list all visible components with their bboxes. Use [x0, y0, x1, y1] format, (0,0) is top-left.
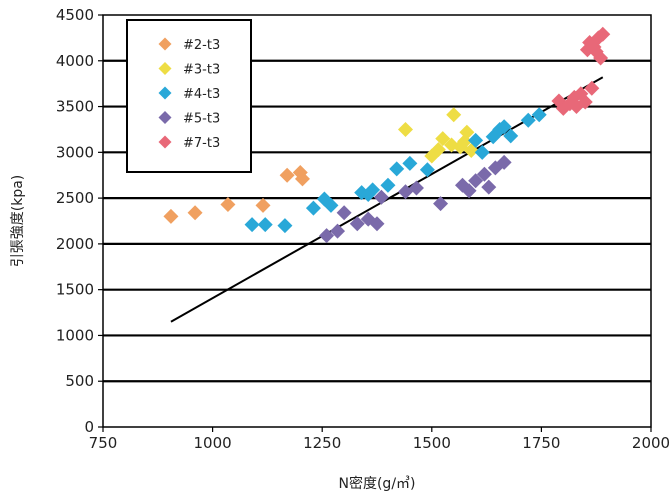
data-point: [373, 189, 389, 205]
y-tick-label: 4500: [56, 6, 94, 24]
data-point: [468, 173, 484, 189]
data-point: [257, 217, 273, 233]
data-point: [496, 154, 512, 170]
y-axis-label: 引張強度(kpa): [10, 175, 26, 268]
data-point: [496, 119, 512, 135]
data-point: [220, 197, 236, 213]
data-point: [163, 208, 179, 224]
series-#7-t3: [551, 26, 611, 116]
data-point: [433, 196, 449, 212]
data-point: [305, 200, 321, 216]
data-point: [369, 216, 385, 232]
x-tick-label: 1000: [194, 434, 232, 452]
data-point: [255, 197, 271, 213]
legend-label: #3-t3: [183, 63, 220, 78]
legend-marker: [158, 86, 172, 100]
data-point: [593, 50, 609, 66]
legend-marker: [158, 62, 172, 75]
y-tick-label: 0: [84, 418, 94, 436]
data-point: [279, 167, 295, 183]
x-tick-label: 2000: [632, 434, 670, 452]
legend-label: #5-t3: [183, 112, 220, 127]
data-point: [330, 223, 346, 239]
y-tick-label: 3500: [56, 98, 94, 116]
legend-marker: [158, 135, 172, 149]
data-points: [163, 26, 611, 244]
data-point: [577, 94, 593, 110]
data-point: [244, 217, 260, 233]
data-point: [402, 155, 418, 171]
x-axis-ticks: 750 1000 1250 1500 1750 2000: [89, 427, 670, 452]
data-point: [520, 112, 536, 128]
x-tick-label: 1250: [303, 434, 341, 452]
y-tick-label: 4000: [56, 52, 94, 70]
y-tick-label: 1000: [56, 326, 94, 344]
data-point: [397, 121, 413, 137]
legend-label: #4-t3: [183, 87, 220, 102]
data-point: [419, 162, 435, 178]
y-tick-label: 3000: [56, 143, 94, 161]
legend-box: [126, 19, 252, 173]
data-point: [187, 205, 203, 221]
y-axis-ticks: 0 500 1000 1500 2000 2500 3000 3500 4000 4500: [56, 6, 103, 436]
y-tick-label: 1500: [56, 281, 94, 299]
data-point: [319, 228, 335, 244]
data-point: [461, 183, 477, 199]
data-point: [349, 216, 365, 232]
series-#4-t3: [244, 107, 547, 234]
data-point: [365, 182, 381, 198]
legend-marker: [158, 111, 172, 124]
y-tick-label: 2500: [56, 189, 94, 207]
data-point: [584, 80, 600, 96]
data-point: [430, 142, 446, 158]
data-point: [446, 107, 462, 123]
x-tick-label: 750: [89, 434, 118, 452]
data-point: [595, 26, 611, 42]
plot-area-frame: [102, 14, 652, 428]
x-tick-label: 1500: [413, 434, 451, 452]
series-#2-t3: [163, 164, 310, 224]
data-point: [323, 197, 339, 213]
data-point: [294, 171, 310, 187]
data-point: [389, 161, 405, 177]
x-tick-label: 1750: [522, 434, 560, 452]
legend-marker: [158, 37, 172, 51]
data-point: [277, 218, 293, 234]
data-point: [474, 144, 490, 160]
y-tick-label: 2000: [56, 235, 94, 253]
data-point: [459, 124, 475, 140]
data-point: [468, 132, 484, 148]
y-tick-label: 500: [65, 372, 94, 390]
data-point: [336, 205, 352, 221]
data-point: [476, 166, 492, 182]
data-point: [435, 131, 451, 147]
data-point: [481, 179, 497, 195]
x-axis-label: N密度(g/㎥): [339, 475, 416, 492]
legend-label: #2-t3: [183, 38, 220, 53]
data-point: [503, 128, 519, 144]
data-point: [408, 180, 424, 196]
series-#5-t3: [319, 154, 512, 244]
legend: #2-t3 #3-t3 #4-t3 #5-t3 #7-t3: [126, 19, 252, 173]
data-point: [380, 177, 396, 193]
legend-label: #7-t3: [183, 136, 220, 151]
series-#3-t3: [397, 107, 479, 164]
data-point: [531, 107, 547, 123]
